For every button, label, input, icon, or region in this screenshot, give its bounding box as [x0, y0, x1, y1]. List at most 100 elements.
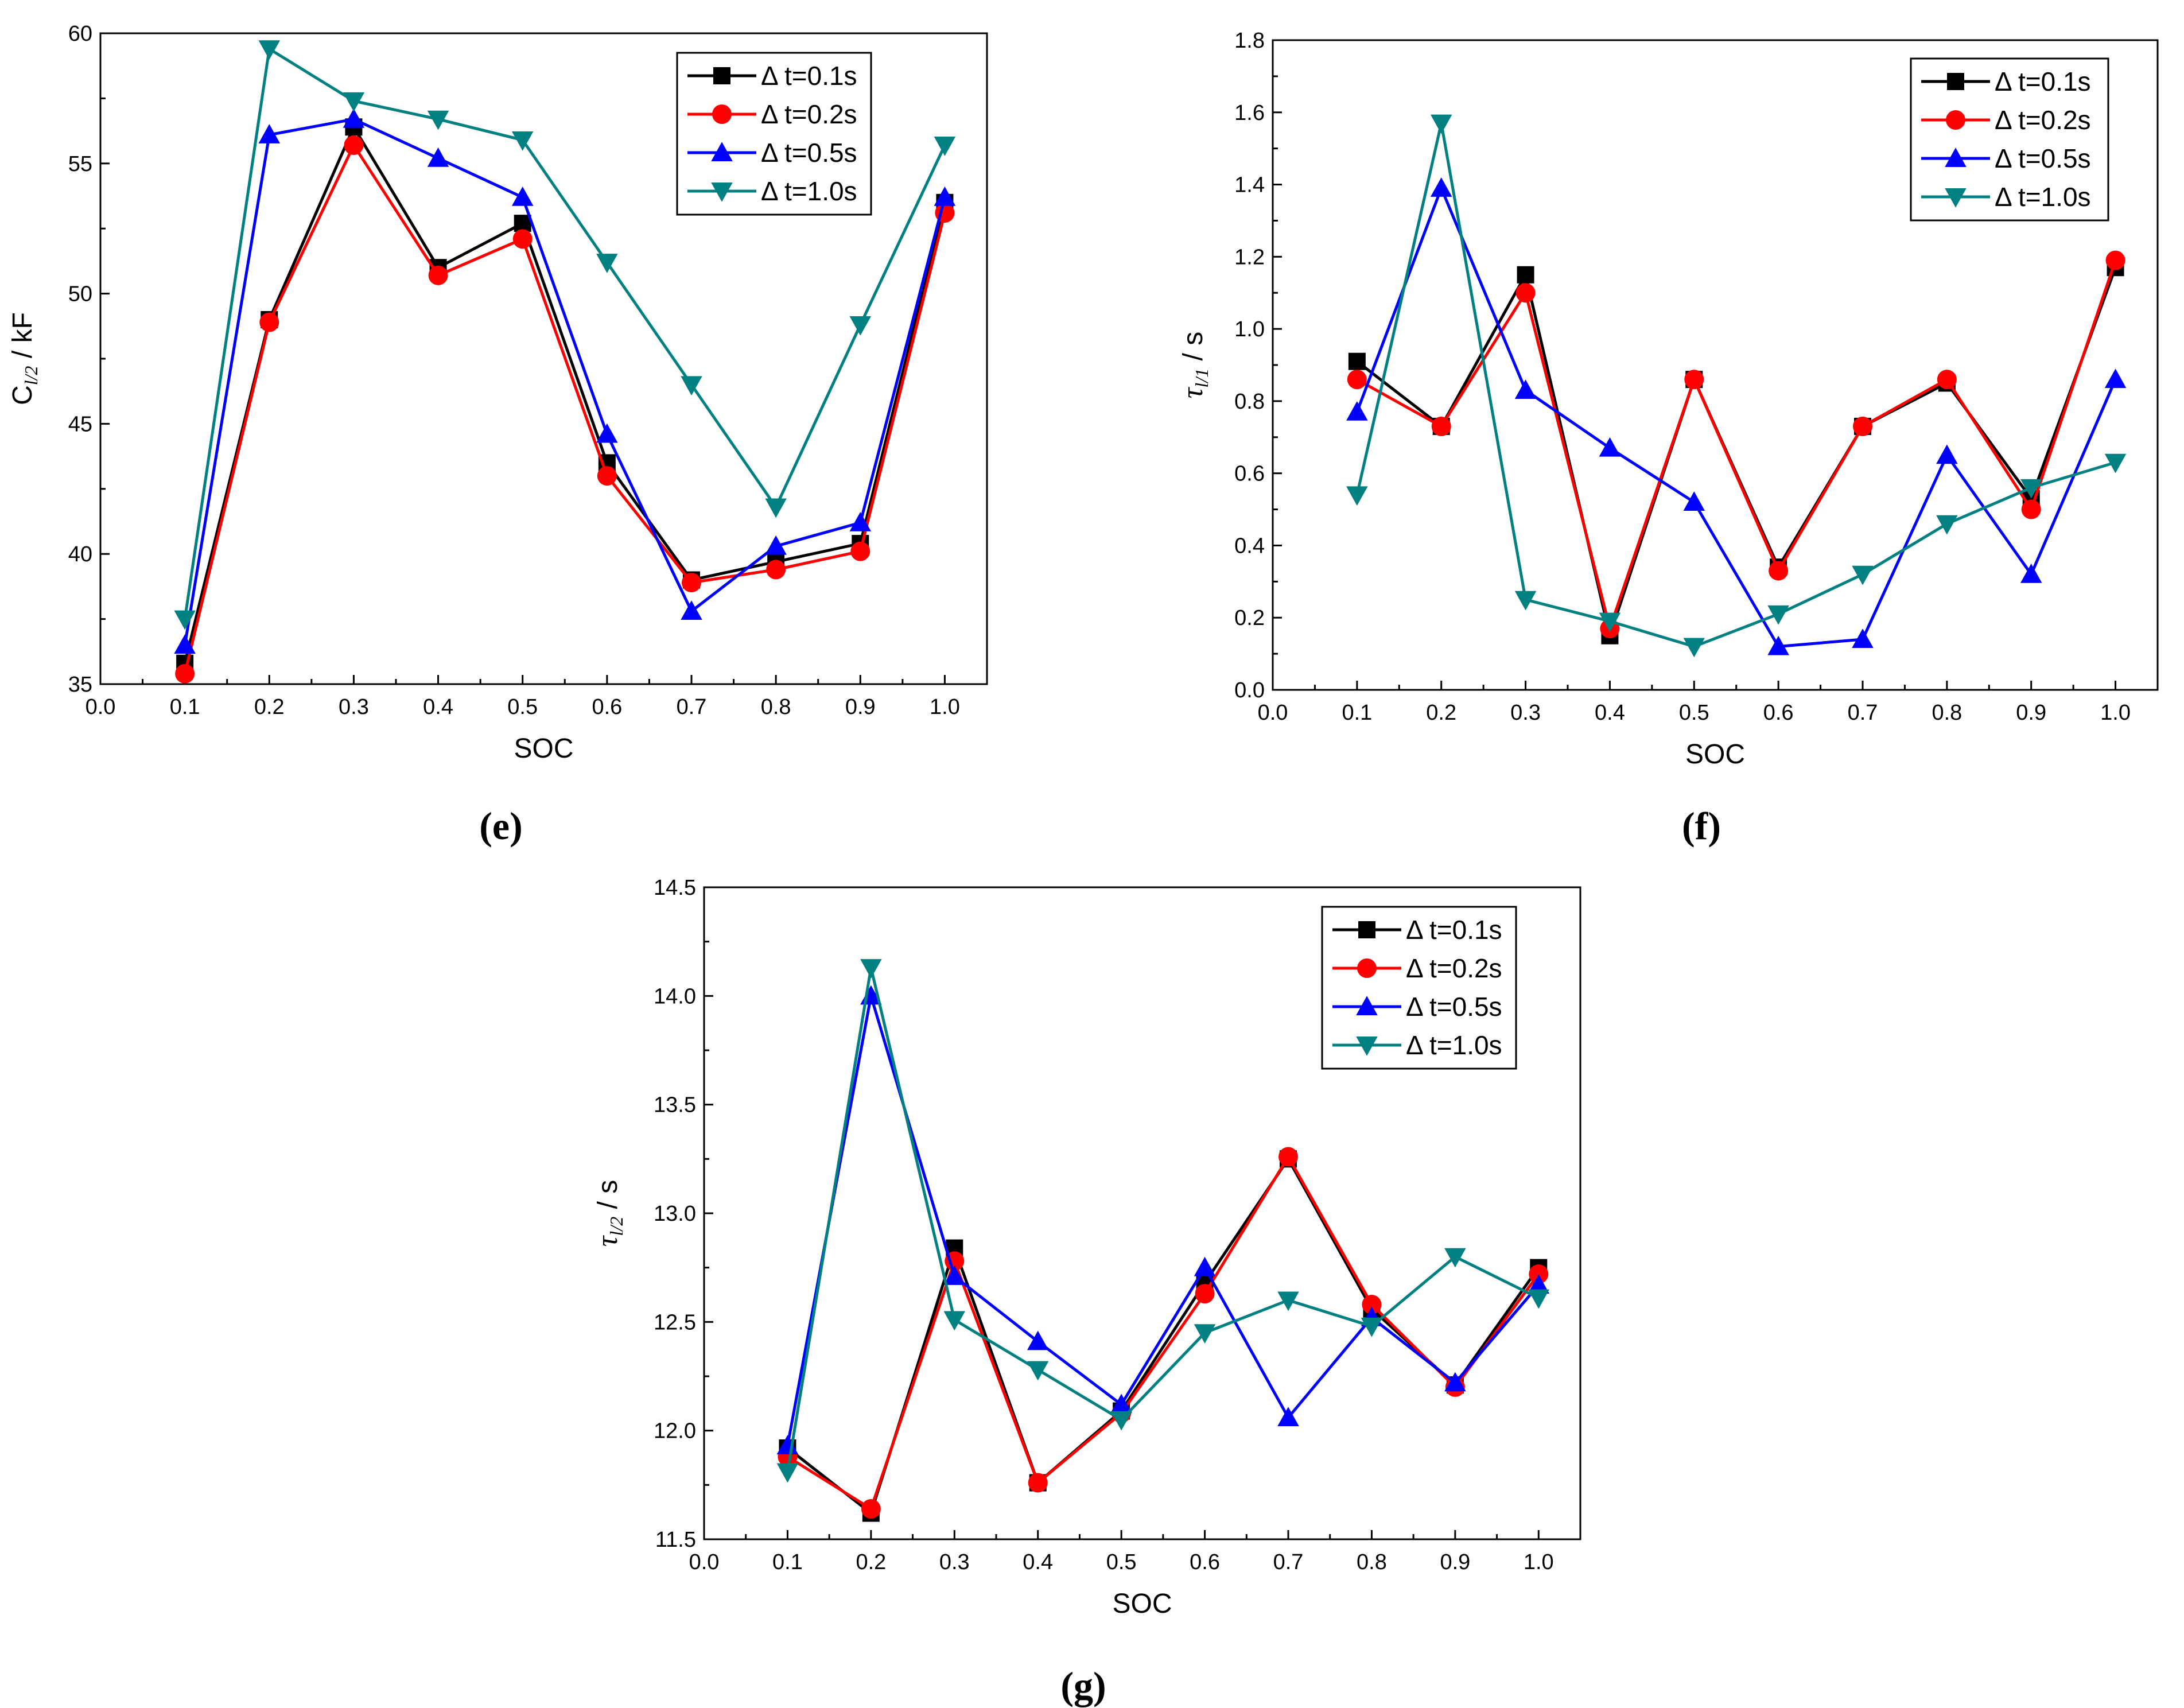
data-point — [1684, 370, 1704, 390]
data-point — [2105, 250, 2125, 270]
series-1 — [1348, 259, 2124, 645]
legend-label: Δ t=0.1s — [761, 61, 857, 91]
y-tick-label: 12.0 — [654, 1419, 696, 1443]
series-line — [1355, 123, 2116, 649]
data-point — [1853, 416, 1872, 436]
data-point — [596, 254, 618, 273]
x-tick-label: 0.2 — [856, 1550, 886, 1574]
data-point — [934, 187, 956, 206]
data-point — [1936, 444, 1958, 464]
legend-entry: Δ t=0.1s — [687, 61, 857, 91]
x-tick-label: 0.3 — [939, 1550, 970, 1574]
y-tick-label: 12.5 — [654, 1310, 696, 1334]
x-tick-label: 0.0 — [689, 1550, 720, 1574]
data-point — [258, 40, 281, 60]
series-line — [183, 46, 946, 619]
data-point — [1194, 1324, 1216, 1344]
data-point — [1528, 1289, 1550, 1309]
legend-marker — [1356, 1037, 1378, 1056]
data-point — [427, 147, 449, 167]
legend-entry: Δ t=0.5s — [1921, 143, 2091, 173]
legend-box — [1910, 57, 2109, 222]
y-tick-label: 35 — [68, 673, 92, 697]
legend-box — [1321, 906, 1517, 1070]
legend-label: Δ t=0.2s — [1995, 105, 2091, 135]
x-tick-label: 0.2 — [1426, 701, 1456, 725]
x-tick-label: 1.0 — [1524, 1550, 1554, 1574]
x-tick-label: 0.4 — [1023, 1550, 1053, 1574]
legend-label: Δ t=0.2s — [761, 99, 857, 129]
series-3 — [776, 985, 1550, 1455]
data-point — [861, 1499, 881, 1519]
legend-marker — [1358, 921, 1375, 938]
y-tick-label: 1.8 — [1234, 29, 1265, 53]
y-tick-label: 1.6 — [1234, 101, 1265, 125]
x-tick-label: 0.5 — [507, 695, 538, 719]
data-point — [1348, 352, 1366, 370]
data-point — [428, 265, 448, 285]
legend-entry: Δ t=1.0s — [687, 176, 857, 206]
series-line — [183, 142, 946, 674]
x-tick-label: 0.2 — [254, 695, 285, 719]
x-axis-label: SOC — [1112, 1589, 1172, 1619]
x-tick-label: 0.4 — [1595, 701, 1625, 725]
x-tick-label: 0.1 — [170, 695, 200, 719]
y-tick-label: 55 — [68, 152, 92, 176]
x-tick-label: 0.1 — [772, 1550, 803, 1574]
legend-entry: Δ t=0.5s — [1332, 992, 1502, 1022]
x-tick-label: 0.9 — [1440, 1550, 1470, 1574]
series-3 — [174, 108, 956, 654]
legend-marker — [1357, 958, 1377, 978]
series-2 — [175, 135, 955, 684]
legend-entry: Δ t=0.2s — [1332, 953, 1502, 983]
data-point — [1852, 628, 1874, 648]
data-point — [943, 1266, 966, 1285]
legend-label: Δ t=0.5s — [761, 138, 857, 168]
data-point — [596, 423, 618, 443]
panel-label: (e) — [479, 804, 522, 848]
series-line — [1356, 267, 2117, 641]
data-point — [1361, 1317, 1383, 1337]
legend-marker — [1356, 996, 1378, 1015]
data-point — [2104, 368, 2127, 389]
data-point — [1514, 379, 1537, 399]
data-point — [1431, 416, 1451, 436]
data-point — [1852, 565, 1874, 585]
data-point — [512, 229, 533, 249]
data-point — [343, 92, 365, 112]
x-tick-label: 0.0 — [86, 695, 116, 719]
y-axis-label: Cl/2 / kF — [7, 312, 41, 405]
y-tick-label: 0.4 — [1234, 534, 1265, 558]
data-point — [943, 1311, 966, 1331]
series-2 — [778, 1147, 1549, 1519]
chart-panel-f: 0.0 0.1 0.2 0.3 0.4 0.5 0.6 0.7 0.8 0.9 1.0 0.0 0.2 0… — [1176, 29, 2159, 848]
x-tick-label: 0.8 — [761, 695, 791, 719]
data-point — [1683, 491, 1705, 511]
x-axis-label: SOC — [1685, 739, 1745, 770]
legend: Δ t=0.1s Δ t=0.2s Δ t=0.5s Δ t=1.0s — [1321, 906, 1517, 1070]
y-tick-label: 14.5 — [654, 876, 696, 900]
legend-entry: Δ t=1.0s — [1921, 182, 2091, 212]
data-point — [1515, 283, 1536, 303]
data-point — [1277, 1407, 1299, 1426]
data-point — [1430, 114, 1452, 134]
data-point — [175, 663, 195, 684]
data-point — [1277, 1291, 1299, 1311]
y-tick-label: 50 — [68, 282, 92, 306]
data-point — [2020, 479, 2042, 499]
legend-label: Δ t=1.0s — [1406, 1030, 1502, 1060]
legend-label: Δ t=0.1s — [1995, 67, 2091, 96]
data-point — [1514, 591, 1537, 611]
x-tick-label: 0.3 — [339, 695, 369, 719]
x-tick-label: 0.5 — [1106, 1550, 1137, 1574]
data-point — [1767, 605, 1789, 625]
y-tick-label: 13.5 — [654, 1093, 696, 1117]
legend-marker — [713, 67, 730, 84]
x-tick-label: 0.8 — [1357, 1550, 1387, 1574]
data-point — [1936, 515, 1958, 535]
panel-label: (g) — [1060, 1664, 1106, 1707]
data-point — [1110, 1411, 1132, 1431]
y-tick-label: 0.8 — [1234, 390, 1265, 414]
legend: Δ t=0.1s Δ t=0.2s Δ t=0.5s Δ t=1.0s — [1910, 57, 2109, 222]
